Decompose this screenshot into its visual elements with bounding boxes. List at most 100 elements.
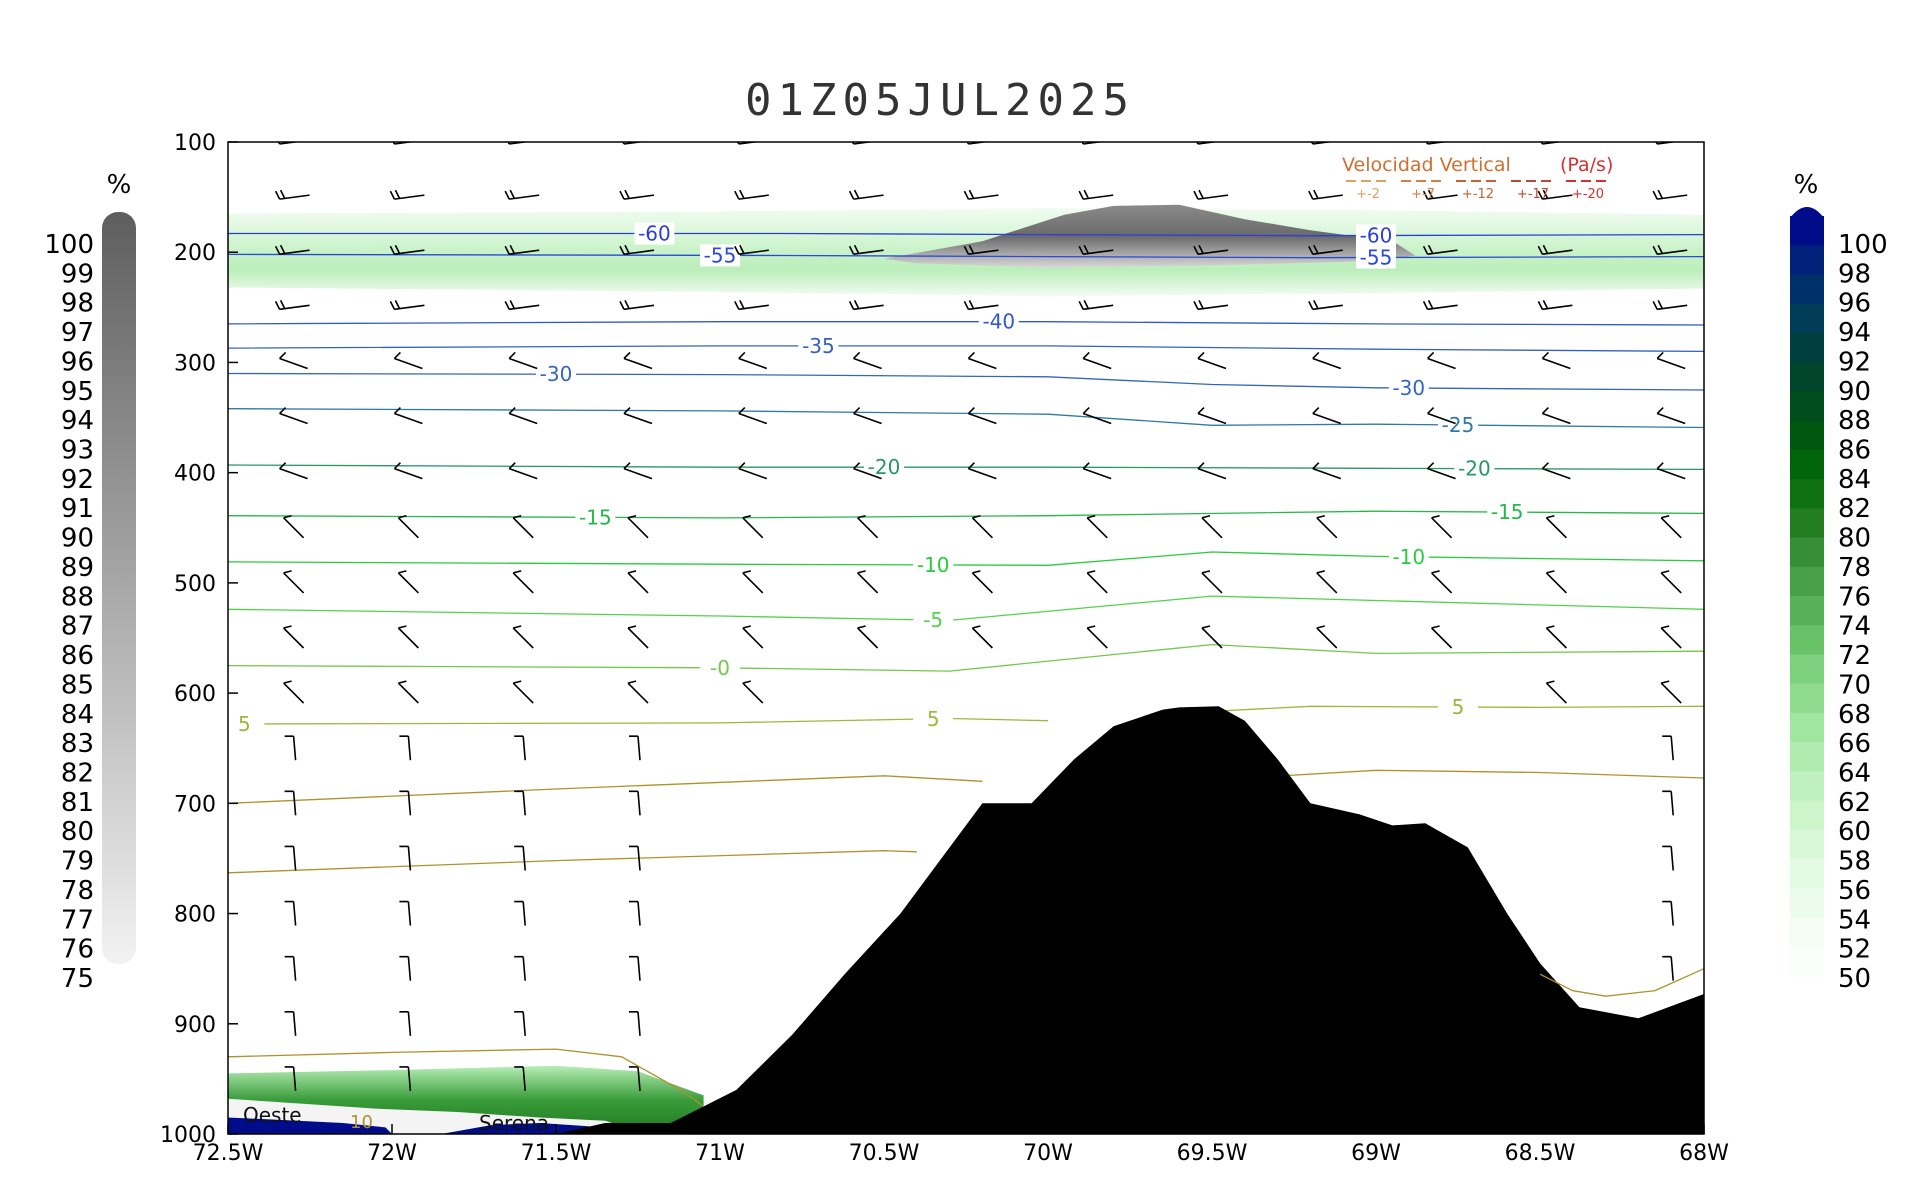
left-colorbar-label: 94	[61, 406, 94, 436]
wind-barb	[399, 1066, 412, 1091]
wind-barb	[399, 735, 412, 761]
left-colorbar-label: 90	[61, 524, 94, 554]
temperature-contour-line	[228, 253, 1704, 259]
x-tick-label: 72W	[367, 1141, 417, 1166]
wind-barb	[1312, 406, 1342, 425]
vv-legend-entry: +-17	[1517, 187, 1549, 202]
plot-area: -60 -60-55 -55-40-35-30-30-25-20 -20-15 -15-…	[228, 142, 1704, 1134]
temperature-contour-line	[228, 345, 1704, 353]
contour-label-bg	[1356, 246, 1396, 269]
right-colorbar-swatch	[1790, 303, 1824, 334]
wind-barb	[1422, 299, 1458, 311]
wind-barb	[627, 680, 649, 704]
wind-barb	[1652, 189, 1688, 200]
wind-barb	[1652, 244, 1688, 256]
wind-barb	[742, 515, 764, 539]
wind-barb	[1652, 299, 1688, 311]
contour-label: 5	[1452, 695, 1465, 719]
contour-label-bg	[978, 310, 1019, 333]
left-colorbar-label: 100	[44, 230, 94, 260]
wind-barb	[629, 1066, 641, 1091]
contour-label-bg	[1438, 413, 1478, 436]
wind-barb	[629, 845, 641, 871]
wind-barb	[963, 244, 999, 256]
right-colorbar-label: 84	[1838, 465, 1871, 495]
wind-barb	[1427, 406, 1456, 425]
wind-barb	[1537, 189, 1573, 200]
wind-barb	[963, 299, 999, 311]
x-tick-label: 69.5W	[1177, 1141, 1248, 1166]
wind-barb	[514, 1066, 526, 1091]
y-tick-label: 600	[174, 682, 216, 707]
wind-barb	[1541, 462, 1571, 480]
wind-barb	[284, 735, 297, 761]
chart-title: 01Z05JUL2025	[745, 75, 1135, 126]
temperature-contour-line	[228, 595, 1704, 622]
wind-barb	[629, 955, 641, 981]
wind-barb	[393, 351, 423, 370]
contour-label: -60	[638, 221, 671, 245]
wind-barb	[619, 189, 655, 200]
contour-label: -20	[1458, 457, 1491, 481]
contour-label: -60	[1360, 224, 1393, 248]
wind-barb	[734, 189, 769, 200]
wind-barb	[623, 406, 653, 425]
wind-barb	[1427, 351, 1456, 370]
wind-barb	[853, 462, 882, 480]
annotation-oeste: Oeste	[243, 1103, 302, 1127]
wind-barb	[627, 570, 649, 594]
y-tick-label: 800	[174, 903, 216, 928]
temperature-contour-line	[228, 775, 983, 804]
wind-barb	[514, 845, 526, 871]
wind-barb	[1656, 462, 1686, 480]
wind-barb	[853, 351, 882, 370]
wind-barb	[284, 790, 297, 816]
right-colorbar-label: 52	[1838, 935, 1871, 965]
right-colorbar-swatch	[1790, 829, 1824, 860]
contour-label-bg	[913, 553, 954, 576]
right-colorbar: % 10098969492908886848280787674727068666…	[1790, 170, 1888, 994]
y-tick-label: 200	[174, 241, 216, 266]
vv-legend-entry: +-7	[1411, 187, 1435, 202]
wind-barb	[857, 570, 879, 594]
wind-barb	[283, 570, 305, 594]
wind-barb	[279, 406, 308, 425]
wind-barb	[1660, 515, 1682, 539]
contour-label: -15	[1491, 500, 1524, 524]
contour-label-bg	[536, 363, 576, 386]
left-colorbar-label: 86	[61, 641, 94, 671]
left-colorbar-label: 80	[61, 817, 94, 847]
right-colorbar-swatch	[1790, 712, 1824, 743]
vv-legend-entry: +-2	[1356, 187, 1380, 202]
wind-barb	[1086, 515, 1108, 539]
wind-barb	[514, 955, 526, 981]
temperature-contour-line	[1179, 705, 1704, 714]
wind-barb	[514, 735, 526, 761]
left-colorbar-label: 97	[61, 318, 94, 348]
right-colorbar-swatch	[1790, 683, 1824, 714]
wind-barb	[1082, 462, 1112, 480]
right-colorbar-label: 58	[1838, 847, 1871, 877]
wind-barb	[1422, 189, 1458, 200]
wind-barb	[512, 625, 534, 649]
wind-barb	[1537, 244, 1573, 256]
temperature-contour-line	[228, 232, 1704, 237]
left-colorbar-label: 81	[61, 788, 94, 818]
wind-barb	[627, 625, 649, 649]
left-colorbar-label: 98	[61, 289, 94, 319]
wind-barb	[623, 351, 653, 370]
right-colorbar-label: 64	[1838, 758, 1871, 788]
wind-barb	[1660, 570, 1682, 594]
left-colorbar-label: 83	[61, 729, 94, 759]
right-colorbar-label: 60	[1838, 817, 1871, 847]
wind-barb	[1427, 462, 1456, 480]
wind-barb	[512, 515, 534, 539]
x-tick-label: 72.5W	[193, 1141, 264, 1166]
wind-barb	[1201, 625, 1223, 649]
left-colorbar-label: 99	[61, 259, 94, 289]
right-colorbar-label: 96	[1838, 289, 1871, 319]
contour-label: -25	[1442, 413, 1475, 437]
annotation-10: 10	[350, 1112, 373, 1133]
contour-label: 5	[238, 712, 251, 736]
right-colorbar-label: 86	[1838, 436, 1871, 466]
